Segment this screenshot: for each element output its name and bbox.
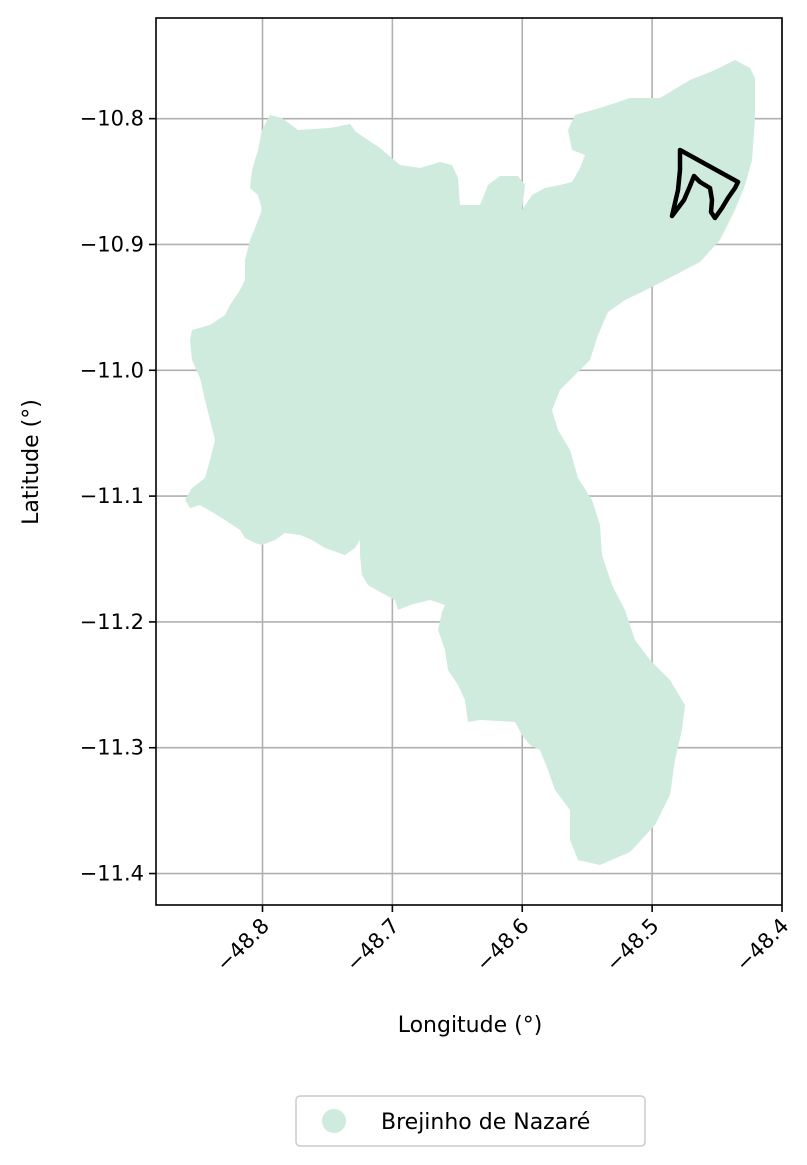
y-axis-label: Latitude (°) <box>19 399 44 525</box>
y-axis-ticks: −10.8 −10.9 −11.0 −11.1 −11.2 −11.3 −11.4 <box>80 107 156 886</box>
outline-overlay <box>669 147 741 221</box>
y-tick-label: −10.8 <box>80 107 144 131</box>
region-brejinho-de-nazare <box>185 60 755 865</box>
y-tick-label: −11.0 <box>80 358 144 382</box>
legend-marker <box>322 1109 346 1133</box>
plot-frame <box>155 17 783 906</box>
y-tick-label: −11.4 <box>80 862 144 886</box>
x-axis-ticks: −48.8 −48.7 −48.6 −48.5 −48.4 <box>212 905 794 976</box>
y-tick-label: −11.3 <box>80 736 144 760</box>
x-axis-label: Longitude (°) <box>398 1013 543 1038</box>
y-tick-label: −11.2 <box>80 610 144 634</box>
legend-label: Brejinho de Nazaré <box>381 1110 590 1135</box>
x-tick-label: −48.8 <box>212 914 274 976</box>
x-tick-label: −48.5 <box>601 914 663 976</box>
y-tick-label: −10.9 <box>80 232 144 256</box>
legend: Brejinho de Nazaré <box>295 1095 646 1147</box>
x-tick-label: −48.4 <box>731 914 793 976</box>
y-tick-label: −11.1 <box>80 484 144 508</box>
x-tick-label: −48.7 <box>341 914 403 976</box>
x-tick-label: −48.6 <box>471 914 533 976</box>
legend-box <box>295 1095 646 1147</box>
